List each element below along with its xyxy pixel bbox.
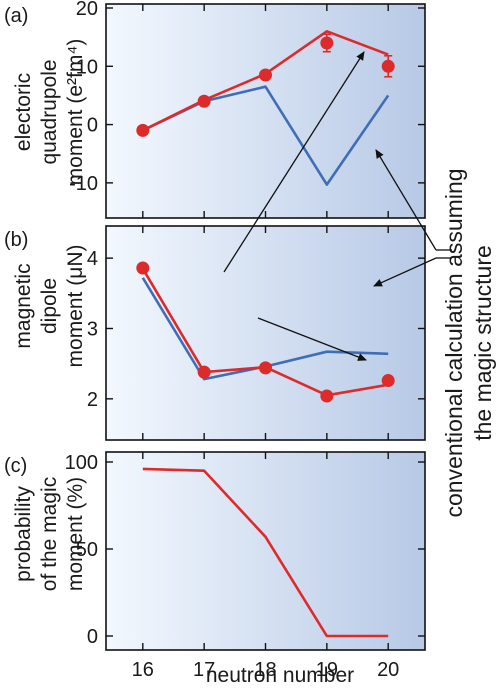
y-tick-label: 3 — [87, 318, 98, 340]
data-point — [259, 361, 272, 375]
arrow-present-to-a — [223, 51, 365, 273]
panel-a-label: (a) — [4, 5, 28, 27]
data-point — [197, 365, 211, 379]
x-tick-label: 19 — [316, 659, 338, 681]
data-point — [259, 68, 272, 82]
ylabel-a-line3: moment (e²fm⁴) — [64, 39, 87, 186]
y-tick-label: 10 — [76, 56, 98, 78]
data-point — [320, 36, 334, 50]
y-tick-label: 0 — [87, 626, 98, 648]
x-tick-label: 20 — [377, 659, 399, 681]
y-tick-label: 2 — [87, 389, 98, 411]
arrow-conventional-to-a — [375, 149, 437, 251]
y-tick-label: 20 — [76, 0, 98, 20]
panel-b-label: (b) — [4, 229, 28, 251]
x-tick-label: 18 — [254, 659, 276, 681]
y-tick-label: 50 — [76, 539, 98, 561]
x-tick-label: 16 — [132, 659, 154, 681]
x-tick-label: 17 — [193, 659, 215, 681]
ylabel-a-line2: quadrupole — [38, 59, 61, 164]
y-tick-label: -10 — [69, 173, 98, 195]
y-tick-label: 0 — [87, 115, 98, 137]
plot-area-1 — [106, 4, 425, 218]
ylabel-c-line2: of the magic — [38, 477, 61, 591]
data-point — [381, 374, 395, 388]
ylabel-b-line1: magnetic — [12, 263, 35, 348]
ylabel-c-line1: probability — [12, 486, 35, 582]
data-point — [136, 261, 150, 275]
plot-area-2 — [106, 226, 425, 440]
panel-c-label: (c) — [4, 455, 27, 477]
side-annotation-line1: conventional calculation assuming — [441, 168, 467, 517]
data-point — [136, 123, 150, 137]
series-line-1 — [142, 467, 389, 638]
arrow-present-to-b — [257, 317, 367, 361]
y-tick-label: 4 — [87, 248, 98, 270]
data-point — [197, 94, 211, 108]
data-point — [320, 389, 334, 403]
data-point — [381, 59, 395, 73]
arrow-conventional-to-b — [373, 257, 437, 287]
ylabel-c-line3: moment (%) — [64, 477, 87, 591]
side-annotation-line2: the magic structure — [470, 245, 496, 441]
ylabel-b-line3: moment (μN) — [64, 245, 87, 368]
ylabel-b-line2: dipole — [38, 278, 61, 334]
y-tick-label: 100 — [65, 452, 98, 474]
ylabel-a-line1: electoric — [12, 73, 35, 151]
plot-area-3 — [106, 452, 425, 650]
x-axis-label: neutron number — [206, 664, 354, 687]
